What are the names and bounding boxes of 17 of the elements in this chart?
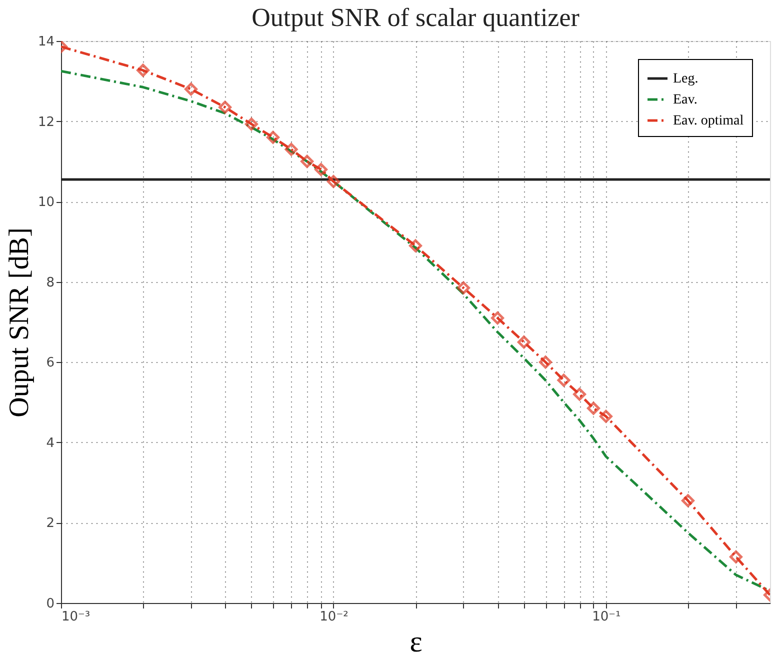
y-tick-label: 6 xyxy=(46,356,54,371)
y-tick-label: 10 xyxy=(38,195,54,210)
legend-label: Eav. optimal xyxy=(673,114,744,128)
x-tick-label: 10⁻¹ xyxy=(592,610,621,624)
y-tick-label: 8 xyxy=(46,275,54,290)
y-tick-label: 2 xyxy=(46,516,54,532)
x-tick-label: 10⁻³ xyxy=(62,610,90,624)
y-axis-title: Ouput SNR [dB] xyxy=(4,228,35,418)
y-tick-label: 4 xyxy=(46,436,54,451)
legend-label: Leg. xyxy=(673,72,698,86)
y-tick-label: 0 xyxy=(46,596,54,612)
y-tick-label: 12 xyxy=(38,114,54,130)
chart-title: Output SNR of scalar quantizer xyxy=(252,3,580,32)
x-axis-title: ε xyxy=(410,626,422,658)
legend-label: Eav. xyxy=(673,92,698,108)
x-tick-label: 10⁻² xyxy=(320,610,348,624)
y-tick-label: 14 xyxy=(38,34,54,50)
